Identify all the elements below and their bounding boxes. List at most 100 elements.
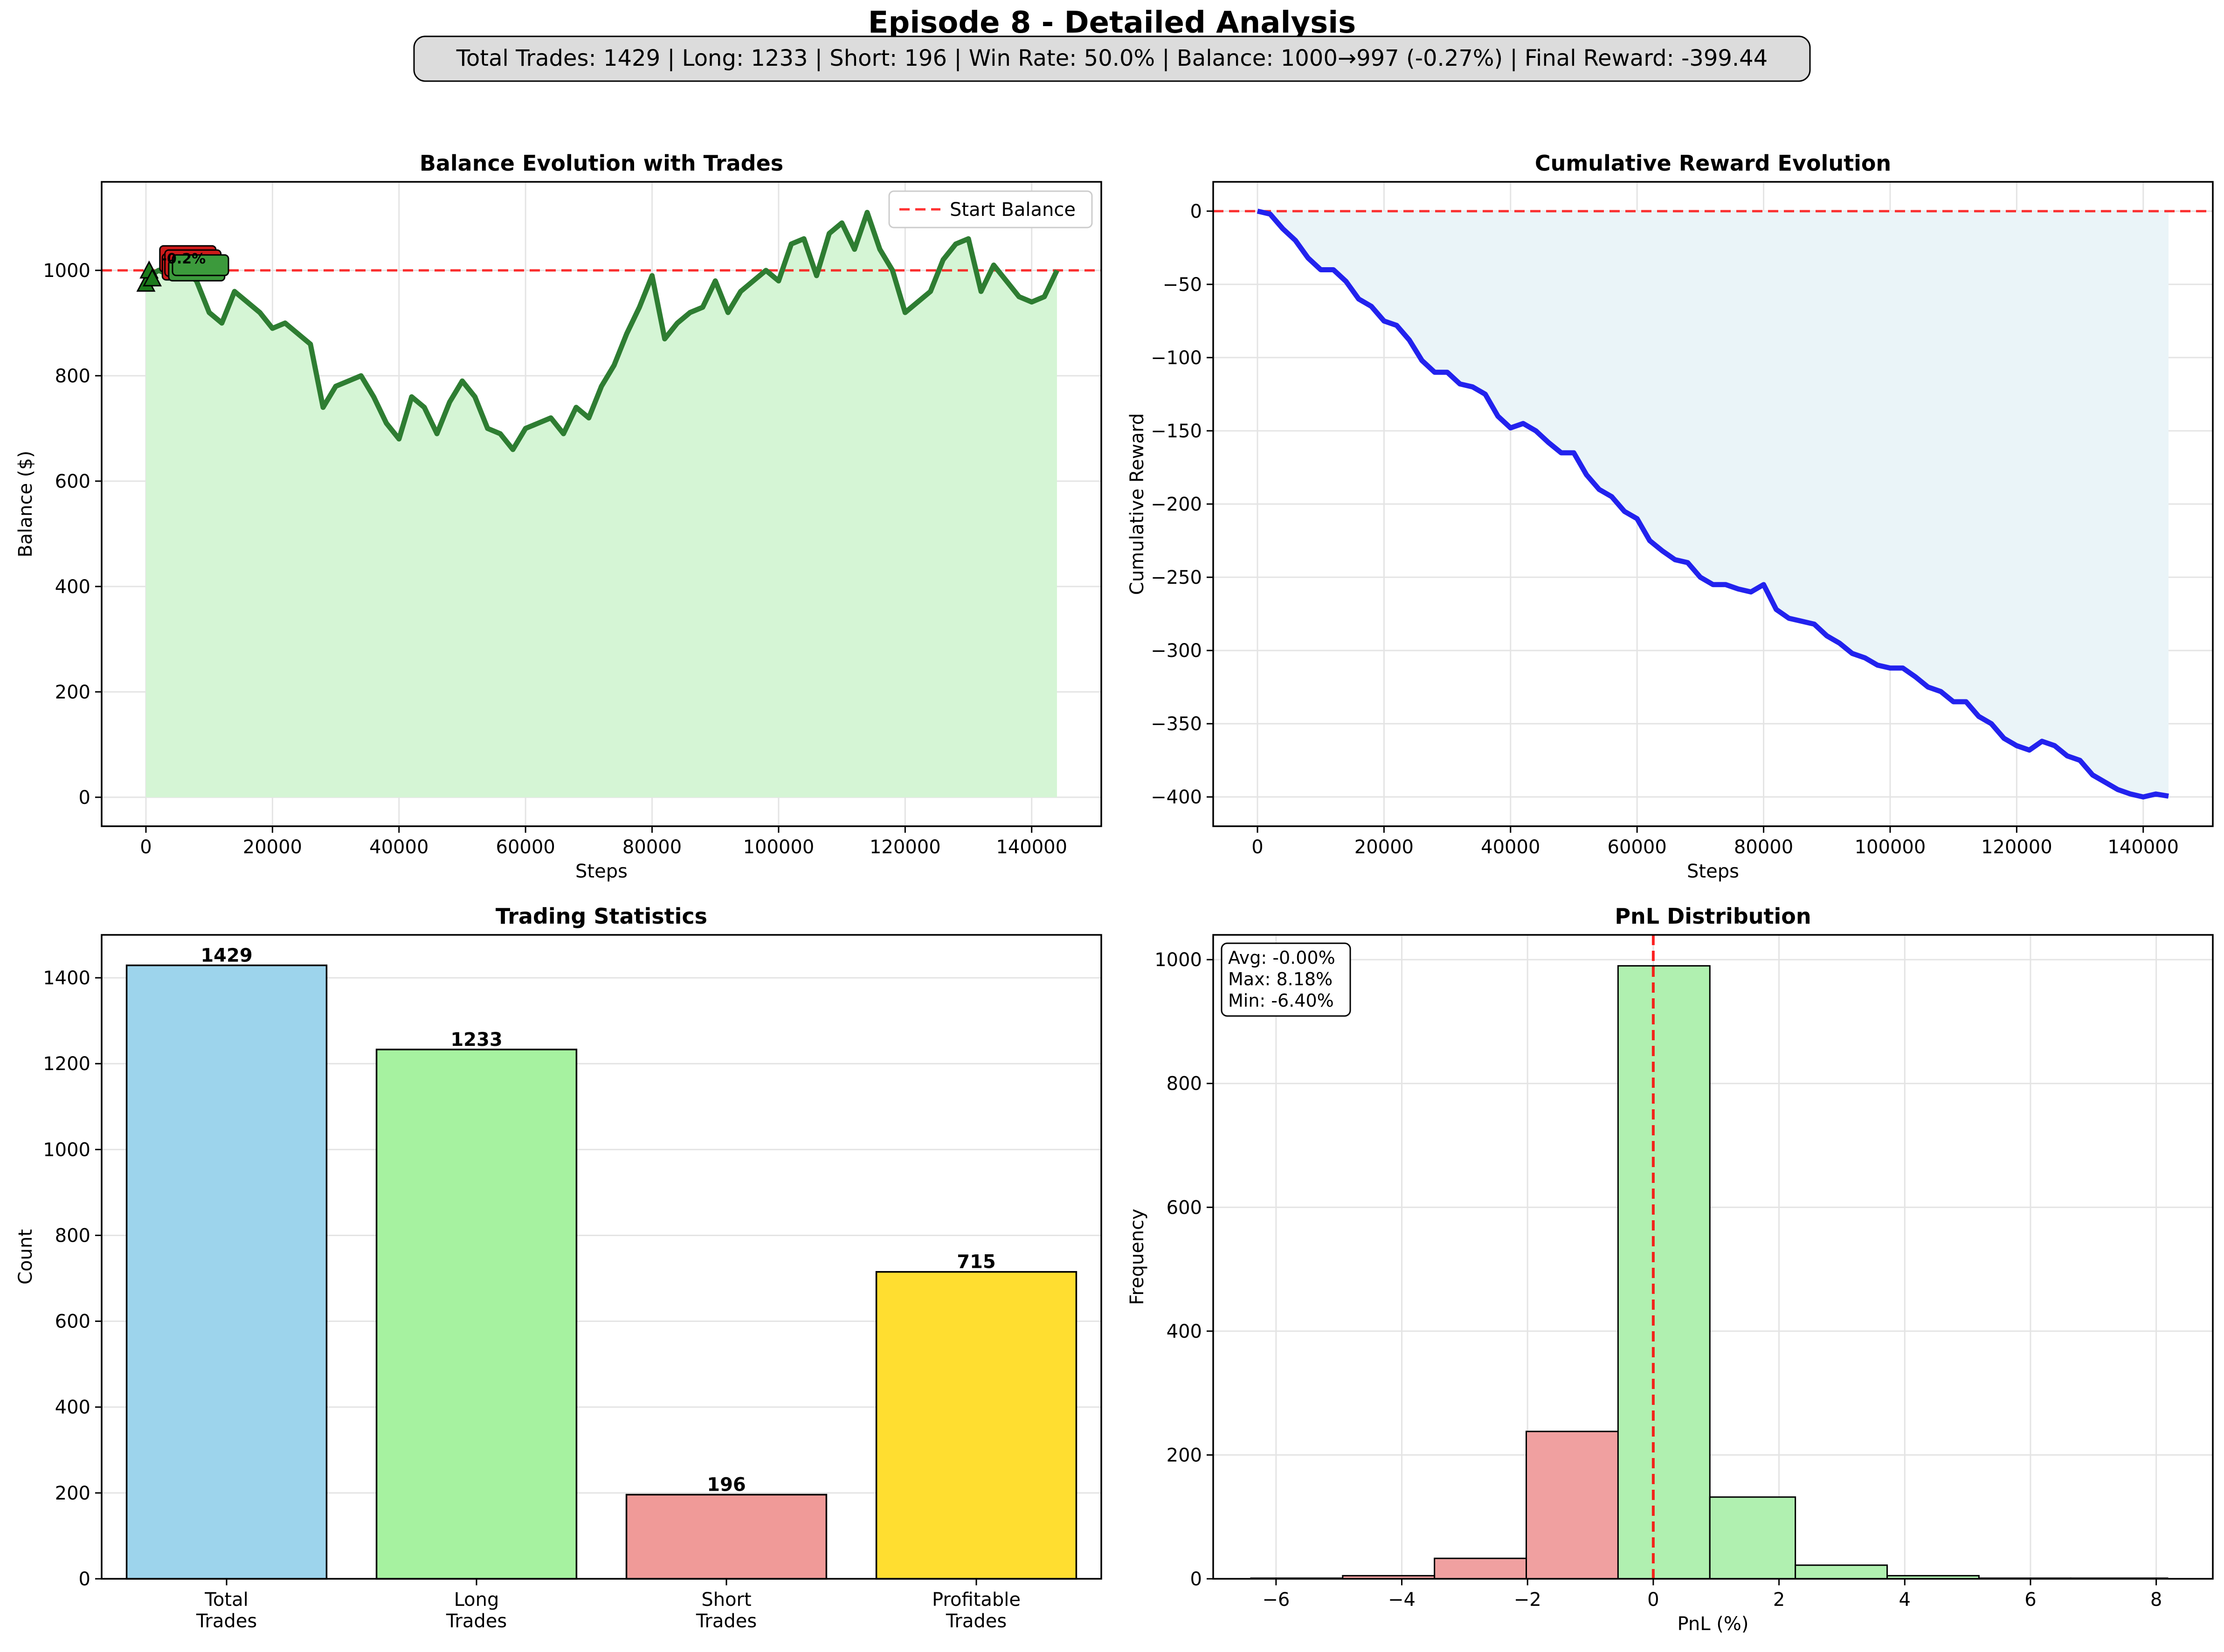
category-label: Total bbox=[204, 1589, 248, 1611]
y-tick-label: 200 bbox=[1167, 1445, 1202, 1466]
y-axis-label: Count bbox=[15, 1229, 36, 1285]
bar bbox=[875, 1271, 1077, 1580]
bar-value-label: 1233 bbox=[450, 1029, 502, 1051]
x-tick-label: −6 bbox=[1262, 1589, 1290, 1611]
y-tick-label: 800 bbox=[1167, 1073, 1202, 1095]
area-fill bbox=[145, 212, 1057, 797]
panel-title: Balance Evolution with Trades bbox=[420, 151, 783, 176]
y-tick-label: −150 bbox=[1151, 421, 1202, 442]
x-tick-label: 20000 bbox=[1354, 836, 1414, 858]
bar bbox=[375, 1049, 578, 1580]
x-tick-label: 2 bbox=[1773, 1589, 1785, 1611]
y-axis-label: Cumulative Reward bbox=[1126, 413, 1148, 595]
category-label: Profitable bbox=[932, 1589, 1021, 1611]
x-tick-label: −2 bbox=[1514, 1589, 1541, 1611]
bar-value-label: 1429 bbox=[200, 945, 252, 966]
y-tick-label: 0 bbox=[1190, 1569, 1202, 1590]
y-tick-label: 0 bbox=[79, 787, 90, 809]
panel-title: Cumulative Reward Evolution bbox=[1535, 151, 1891, 176]
category-label: Trades bbox=[946, 1611, 1007, 1632]
y-tick-label: −200 bbox=[1151, 494, 1202, 515]
trade-marker bbox=[143, 268, 162, 287]
y-tick-label: 1000 bbox=[43, 260, 90, 282]
x-tick-label: 120000 bbox=[870, 836, 941, 858]
histogram-bin bbox=[1795, 1564, 1888, 1580]
y-axis-label: Frequency bbox=[1126, 1209, 1148, 1305]
x-tick-label: 60000 bbox=[496, 836, 555, 858]
panel-title: PnL Distribution bbox=[1615, 904, 1811, 929]
stats-line: Min: -6.40% bbox=[1228, 990, 1334, 1011]
bar-value-label: 715 bbox=[957, 1251, 996, 1273]
y-tick-label: −400 bbox=[1151, 787, 1202, 808]
stats-line: Avg: -0.00% bbox=[1228, 947, 1335, 968]
panel-title: Trading Statistics bbox=[496, 904, 707, 929]
y-axis-label: Balance ($) bbox=[15, 451, 36, 558]
x-tick-label: 8 bbox=[2150, 1589, 2162, 1611]
x-tick-label: 0 bbox=[140, 836, 152, 858]
x-tick-label: 6 bbox=[2024, 1589, 2036, 1611]
y-tick-label: −50 bbox=[1163, 274, 1202, 296]
y-tick-label: 400 bbox=[55, 576, 90, 598]
x-tick-label: 0 bbox=[1647, 1589, 1659, 1611]
y-tick-label: 800 bbox=[55, 366, 90, 387]
chart-balance: 0 200 400 600 800 1000 0 20000 40000 60000 80000 10… bbox=[15, 151, 1102, 882]
figure-title: Episode 8 - Detailed Analysis bbox=[868, 6, 1356, 40]
trade-label: -0.2% bbox=[161, 251, 206, 267]
bar bbox=[625, 1493, 828, 1580]
trade-label-box bbox=[172, 254, 229, 276]
x-tick-label: 100000 bbox=[1855, 836, 1926, 858]
y-tick-label: 1000 bbox=[43, 1139, 90, 1161]
histogram-bin bbox=[1709, 1496, 1796, 1580]
y-tick-label: 200 bbox=[55, 1483, 90, 1504]
bar-value-label: 196 bbox=[707, 1474, 746, 1496]
x-axis-label: Steps bbox=[575, 861, 628, 882]
x-tick-label: 40000 bbox=[369, 836, 428, 858]
x-tick-label: −4 bbox=[1388, 1589, 1416, 1611]
category-label: Trades bbox=[446, 1611, 507, 1632]
y-tick-label: 800 bbox=[55, 1225, 90, 1246]
histogram-bin bbox=[1617, 965, 1711, 1580]
y-tick-label: 0 bbox=[1190, 201, 1202, 222]
axes-frame bbox=[1212, 934, 2214, 1580]
bar bbox=[125, 964, 328, 1580]
x-tick-label: 20000 bbox=[243, 836, 302, 858]
y-tick-label: 1400 bbox=[43, 968, 90, 989]
legend-label: Start Balance bbox=[950, 199, 1076, 221]
x-axis-label: PnL (%) bbox=[1678, 1613, 1749, 1635]
summary-box bbox=[413, 35, 1811, 82]
y-tick-label: −300 bbox=[1151, 640, 1202, 662]
category-label: Trades bbox=[696, 1611, 757, 1632]
chart-pnl: 0 200 400 600 800 1000 −6 −4 −2 0 2 4 6 8 PnL Distribu… bbox=[1126, 904, 2214, 1635]
x-tick-label: 0 bbox=[1251, 836, 1263, 858]
x-tick-label: 60000 bbox=[1608, 836, 1667, 858]
x-tick-label: 40000 bbox=[1481, 836, 1540, 858]
y-tick-label: 1200 bbox=[43, 1053, 90, 1075]
y-tick-label: 200 bbox=[55, 682, 90, 703]
x-tick-label: 80000 bbox=[1734, 836, 1793, 858]
stats-line: Max: 8.18% bbox=[1228, 969, 1333, 989]
y-tick-label: 1000 bbox=[1154, 949, 1202, 971]
y-tick-label: 0 bbox=[79, 1569, 90, 1590]
area-fill bbox=[1257, 211, 2169, 797]
y-tick-label: 600 bbox=[1167, 1197, 1202, 1218]
y-tick-label: 600 bbox=[55, 1311, 90, 1333]
category-label: Trades bbox=[196, 1611, 257, 1632]
axes-frame bbox=[101, 181, 1102, 827]
y-tick-label: 400 bbox=[55, 1397, 90, 1418]
category-label: Long bbox=[454, 1589, 499, 1611]
legend bbox=[888, 190, 1093, 228]
y-tick-label: −350 bbox=[1151, 713, 1202, 735]
y-tick-label: 600 bbox=[55, 471, 90, 492]
chart-stats: 1429TotalTrades1233LongTrades196ShortTra… bbox=[15, 904, 1102, 1632]
axes-frame bbox=[101, 934, 1102, 1580]
histogram-bin bbox=[1434, 1557, 1527, 1580]
series-line bbox=[145, 210, 1059, 452]
series-line bbox=[1257, 208, 2169, 800]
category-label: Short bbox=[701, 1589, 751, 1611]
chart-reward: −400 −350 −300 −250 −200 −150 −100 −50 0 0 20000 40… bbox=[1126, 151, 2214, 882]
y-tick-label: 400 bbox=[1167, 1321, 1202, 1342]
x-tick-label: 100000 bbox=[743, 836, 815, 858]
histogram-bin bbox=[1526, 1431, 1619, 1580]
